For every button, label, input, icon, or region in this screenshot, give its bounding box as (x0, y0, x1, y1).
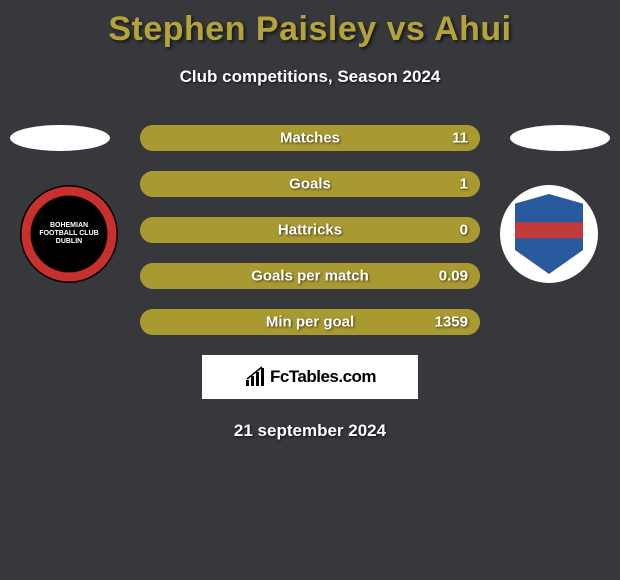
right-team-badge (500, 185, 598, 283)
stat-label: Matches (280, 130, 340, 147)
fctables-logo: FcTables.com (202, 355, 418, 399)
stat-label: Goals per match (251, 268, 369, 285)
right-player-marker (510, 125, 610, 151)
stat-label: Hattricks (278, 222, 342, 239)
comparison-content: BOHEMIAN FOOTBALL CLUB DUBLIN Matches 11 G… (0, 125, 620, 441)
page-title: Stephen Paisley vs Ahui (0, 0, 620, 49)
left-team-badge: BOHEMIAN FOOTBALL CLUB DUBLIN (20, 185, 118, 283)
subtitle: Club competitions, Season 2024 (0, 67, 620, 87)
stat-bar: Hattricks 0 (140, 217, 480, 243)
left-player-marker (10, 125, 110, 151)
date-label: 21 september 2024 (0, 421, 620, 441)
stat-value: 11 (452, 130, 468, 147)
stat-value: 1359 (435, 314, 468, 331)
stat-value: 0 (460, 222, 468, 239)
logo-text: FcTables.com (270, 367, 376, 387)
stat-value: 1 (460, 176, 468, 193)
stat-bar: Goals per match 0.09 (140, 263, 480, 289)
stat-bars: Matches 11 Goals 1 Hattricks 0 Goals per match… (140, 125, 480, 335)
stat-bar: Min per goal 1359 (140, 309, 480, 335)
stat-bar: Matches 11 (140, 125, 480, 151)
stat-label: Goals (289, 176, 331, 193)
left-badge-label: BOHEMIAN FOOTBALL CLUB DUBLIN (39, 222, 98, 245)
stat-value: 0.09 (439, 268, 468, 285)
stat-label: Min per goal (266, 314, 354, 331)
stat-bar: Goals 1 (140, 171, 480, 197)
chart-icon (244, 366, 266, 388)
